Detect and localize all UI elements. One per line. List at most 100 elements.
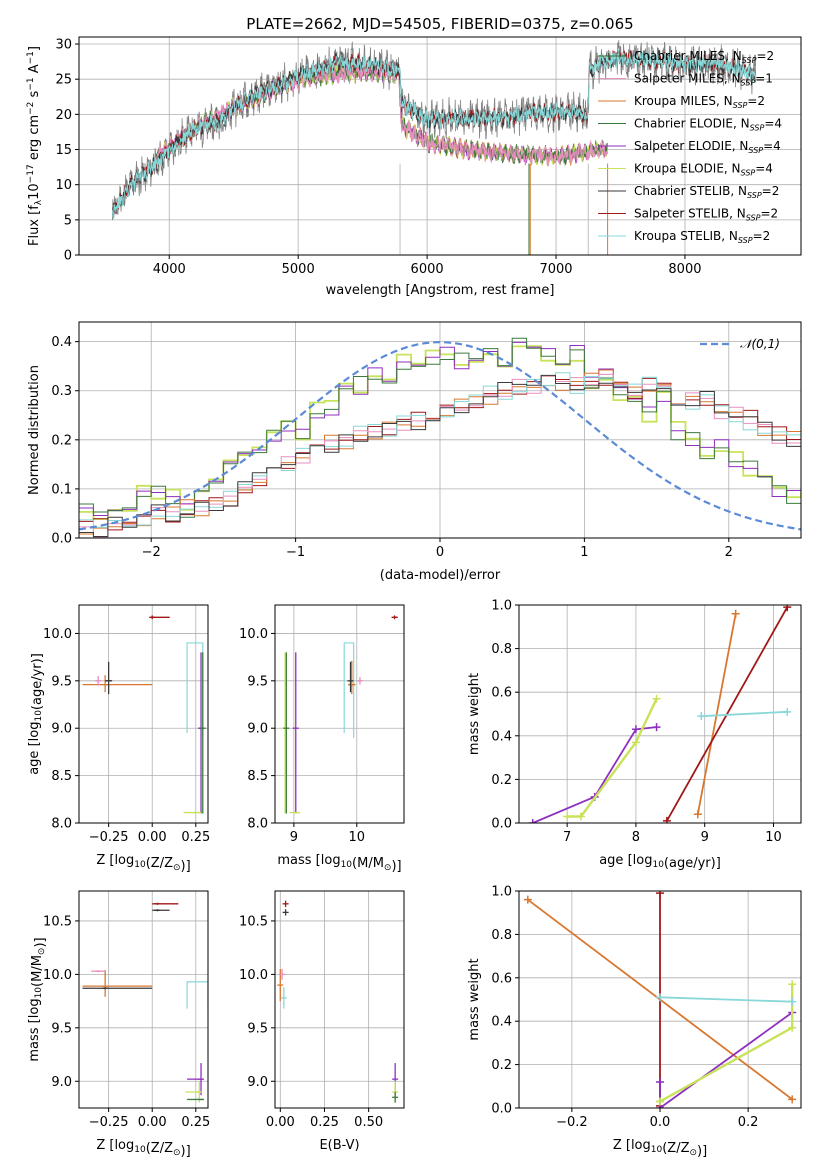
y-tick-label: 1.0 — [491, 599, 512, 614]
weight-marker — [731, 609, 740, 618]
age-vs-mass-axes-x-label: mass [log10(M/M⊙)] — [277, 853, 401, 874]
spectrum-legend: Chabrier MILES, NSSP=2 Salpeter MILES, NS… — [598, 49, 782, 245]
weight-line — [567, 698, 658, 818]
residuals-y-label: Normed distribution — [27, 365, 42, 495]
spectrum-axes: 4000 5000 6000 7000 8000 0 5 10 15 20 25 30 — [55, 36, 802, 277]
legend-label-chab_miles: Chabrier MILES, NSSP=2 — [634, 49, 774, 65]
y-tick-label: 10.5 — [43, 914, 72, 929]
y-tick-label: 30 — [55, 38, 72, 53]
residual-step-stelib — [79, 374, 801, 537]
y-tick-label: 0.0 — [491, 817, 512, 832]
weight-marker — [656, 993, 664, 1002]
weight-marker — [576, 812, 585, 821]
errorbar-point — [152, 902, 179, 905]
mass-vs-EBV-axes: 0.00 0.25 0.50 9.0 9.5 10.0 10.5 — [239, 890, 405, 1130]
axes-frame — [518, 604, 802, 824]
legend-label-normal: 𝒩(0,1) — [740, 337, 780, 351]
y-tick-label: 0.2 — [491, 1058, 512, 1073]
weight-marker — [693, 810, 702, 819]
y-tick-label: 0.3 — [51, 384, 72, 399]
y-tick-label: 15 — [55, 143, 72, 158]
axes-frame — [78, 604, 209, 824]
normal-reference-curve — [79, 341, 801, 531]
axes-frame — [274, 890, 405, 1109]
errorbar-point — [91, 970, 106, 973]
weight-marker — [656, 891, 664, 898]
mass-vs-Z-axes-x-label: Z [log10(Z/Z⊙)] — [96, 1138, 190, 1159]
errorbar-point — [282, 652, 289, 814]
y-tick-label: 10.0 — [43, 968, 72, 983]
x-tick-label: 0.50 — [354, 1115, 383, 1130]
weight-vs-age-axes: 7 8 9 10 0.0 0.2 0.4 0.6 0.8 1.0 — [491, 599, 802, 845]
weight-marker — [783, 605, 792, 612]
y-tick-label: 0.6 — [491, 686, 512, 701]
y-tick-label: 9.5 — [51, 1021, 72, 1036]
y-tick-label: 9.0 — [51, 722, 72, 737]
x-tick-label: 8000 — [668, 262, 701, 277]
y-tick-label: 10.0 — [239, 968, 268, 983]
errorbar-box — [186, 981, 208, 1014]
x-tick-label: 0.2 — [738, 1115, 759, 1130]
errorbar-point — [292, 652, 299, 814]
x-tick-label: 9 — [290, 830, 298, 845]
x-tick-label: 9 — [701, 830, 709, 845]
x-tick-label: 7 — [563, 830, 571, 845]
x-tick-label: −0.2 — [556, 1115, 588, 1130]
axes-frame — [78, 890, 209, 1109]
y-tick-label: 9.5 — [51, 674, 72, 689]
y-tick-label: 0.4 — [491, 729, 512, 744]
x-tick-label: 8 — [632, 830, 640, 845]
errorbar-point — [283, 652, 290, 814]
legend-label-salp_miles: Salpeter MILES, NSSP=1 — [634, 72, 773, 88]
y-tick-label: 9.5 — [247, 674, 268, 689]
x-tick-label: −2 — [142, 545, 161, 560]
plot-area — [82, 615, 206, 814]
residuals-x-label: (data-model)/error — [380, 568, 501, 583]
errorbar-point — [149, 615, 170, 620]
errorbar-point — [391, 615, 398, 620]
weight-line — [659, 1011, 793, 1108]
weight-line — [701, 710, 788, 718]
y-tick-label: 9.0 — [51, 1075, 72, 1090]
y-tick-label: 0.1 — [51, 482, 72, 497]
plot-area — [277, 900, 399, 1103]
spectrum-x-label: wavelength [Angstrom, rest frame] — [326, 283, 555, 298]
weight-vs-age-axes-x-label: age [log10(age/yr)] — [599, 853, 721, 871]
weight-vs-Z-axes-y-label: mass weight — [467, 958, 482, 1040]
y-tick-label: 0.8 — [491, 642, 512, 657]
x-tick-label: 2 — [725, 545, 733, 560]
mass-vs-Z-axes-y-label: mass [log10(M/M⊙)] — [27, 937, 48, 1061]
errorbar-point — [152, 909, 170, 912]
plot-area — [79, 337, 801, 538]
y-tick-label: 0.4 — [51, 335, 72, 350]
plot-area — [282, 615, 398, 814]
x-tick-label: 6000 — [411, 262, 444, 277]
errorbar-point — [82, 987, 153, 990]
x-tick-label: 0.00 — [138, 830, 167, 845]
y-tick-label: 9.5 — [247, 1021, 268, 1036]
y-tick-label: 0 — [64, 249, 72, 264]
x-tick-label: 0.00 — [138, 1115, 167, 1130]
x-tick-label: 0 — [436, 545, 444, 560]
legend-label-chab_elodie: Chabrier ELODIE, NSSP=4 — [634, 117, 782, 133]
plot-area — [523, 891, 797, 1108]
legend-label-krou_miles: Kroupa MILES, NSSP=2 — [634, 94, 765, 110]
x-tick-label: −0.25 — [89, 1115, 129, 1130]
spectrum-model-line — [112, 50, 757, 220]
weight-marker — [631, 725, 640, 734]
y-tick-label: 10.0 — [43, 627, 72, 642]
legend-label-krou_elodie: Kroupa ELODIE, NSSP=4 — [634, 162, 773, 178]
weight-marker — [783, 707, 792, 716]
y-tick-label: 25 — [55, 73, 72, 88]
errorbar-point — [82, 675, 153, 693]
errorbar-point — [82, 970, 153, 997]
y-tick-label: 0.8 — [491, 928, 512, 943]
weight-marker — [662, 816, 671, 823]
weight-marker — [528, 819, 537, 823]
age-vs-Z-axes-x-label: Z [log10(Z/Z⊙)] — [96, 853, 190, 874]
y-tick-label: 9.0 — [247, 722, 268, 737]
errorbar-box — [343, 642, 355, 738]
legend-label-salp_elodie: Salpeter ELODIE, NSSP=4 — [634, 139, 781, 155]
x-tick-label: 10 — [349, 830, 366, 845]
